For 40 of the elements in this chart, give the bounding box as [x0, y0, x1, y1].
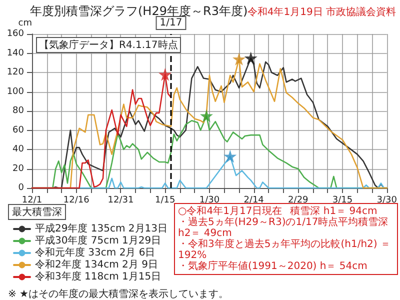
y-axis-title: cm: [18, 18, 32, 28]
text: 積雪深 h1＝ 94cm: [290, 206, 378, 217]
legend-label: 令和2年度 134cm 2月 9日: [35, 258, 158, 270]
text: ・気象庁平年値(1991～2020) h＝ 54cm: [178, 261, 368, 272]
annotation: 【気象庁データ】R4.1.17時点: [36, 37, 181, 53]
x-tick-label: 2/14: [244, 196, 264, 206]
text: ・令和3年度と過去5ヵ年平均の比較(h1/h2) ＝ 192%: [178, 239, 392, 261]
x-tick-label: 2/29: [288, 196, 309, 206]
text: ○令和4年1月17日現在: [178, 206, 282, 217]
y-tick-label: 120: [6, 68, 24, 78]
chart-title: 年度別積雪深グラフ(H29年度～R3年度): [30, 3, 248, 18]
point: [158, 68, 172, 81]
legend-label: 平成29年度 135cm 2月13日: [35, 222, 168, 234]
point: [224, 150, 237, 163]
legend-label: 平成30年度 75cm 1月29日: [35, 234, 162, 246]
y-tick-label: 20: [12, 164, 24, 174]
point: [232, 52, 246, 66]
point: [244, 52, 258, 65]
x-tick-label: 12/1: [22, 196, 42, 206]
x-tick-label: 1/15: [154, 196, 176, 206]
y-tick-label: 0: [18, 183, 24, 193]
legend-label: 令和元年度 33cm 2月 6日: [35, 246, 156, 258]
y-tick-label: 100: [6, 86, 24, 97]
legend-label: 令和3年度 118cm 1月15日: [35, 270, 162, 282]
y-tick-label: 140: [6, 48, 24, 58]
y-tick-label: 60: [12, 125, 24, 136]
legend-title: 最大積雪深: [8, 204, 66, 220]
y-tick-label: 40: [12, 144, 24, 154]
y-tick-label: 160: [6, 29, 24, 39]
x-tick-label: 12/31: [108, 196, 134, 206]
x-tick-label: 1/30: [199, 196, 220, 206]
text: ・過去5ヵ年(H29～R3)の1/17時点平均積雪深 h2＝ 49cm: [178, 217, 390, 239]
x-tick-label: 3/30: [376, 196, 398, 206]
x-tick-label: 12/16: [63, 196, 90, 206]
x-tick-label: 3/15: [332, 196, 353, 206]
text: ※ ★はその年度の最大積雪深を表示しています。: [8, 288, 229, 300]
text: 令和4年1月19日 市政協議会資料: [247, 6, 396, 19]
ref-line-label: 1/17: [160, 18, 182, 28]
point: [200, 109, 213, 122]
y-tick-label: 80: [12, 106, 24, 116]
